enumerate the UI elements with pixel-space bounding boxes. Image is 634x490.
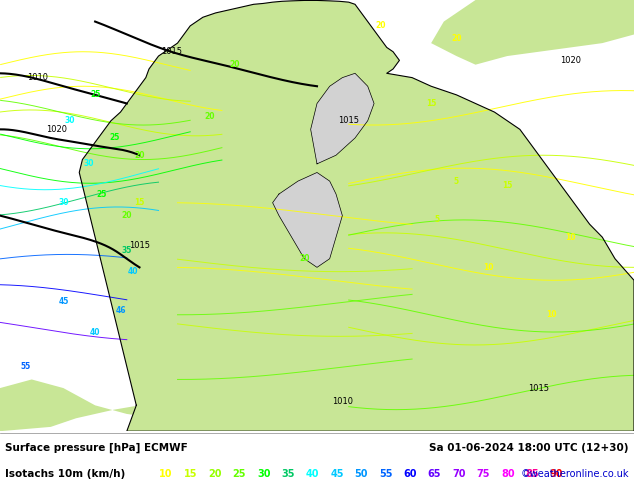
Text: 50: 50: [354, 469, 368, 479]
Text: 20: 20: [204, 112, 214, 121]
Polygon shape: [431, 0, 634, 65]
Text: 20: 20: [375, 22, 385, 30]
Text: 15: 15: [502, 181, 512, 190]
Text: 1015: 1015: [160, 47, 182, 56]
Text: Isotachs 10m (km/h): Isotachs 10m (km/h): [5, 469, 126, 479]
Text: 25: 25: [109, 133, 119, 143]
Text: 5: 5: [435, 216, 440, 224]
Text: Surface pressure [hPa] ECMWF: Surface pressure [hPa] ECMWF: [5, 442, 188, 453]
Text: 1015: 1015: [129, 241, 150, 250]
Text: 20: 20: [230, 60, 240, 69]
Text: 55: 55: [379, 469, 392, 479]
Text: 46: 46: [115, 306, 126, 315]
Text: 45: 45: [58, 297, 68, 306]
Text: 45: 45: [330, 469, 344, 479]
Text: 5: 5: [454, 176, 459, 186]
Text: 40: 40: [90, 327, 100, 337]
Text: 15: 15: [184, 469, 197, 479]
Polygon shape: [0, 379, 190, 431]
Text: 1010: 1010: [27, 73, 49, 82]
Text: 70: 70: [452, 469, 466, 479]
Text: 1010: 1010: [332, 396, 353, 406]
Text: 85: 85: [526, 469, 539, 479]
Text: 15: 15: [134, 198, 145, 207]
Text: 20: 20: [451, 34, 462, 43]
Text: 1015: 1015: [528, 384, 550, 392]
Text: 20: 20: [134, 151, 145, 160]
Text: 10: 10: [159, 469, 173, 479]
Text: 10: 10: [547, 310, 557, 319]
Text: 80: 80: [501, 469, 515, 479]
Polygon shape: [79, 0, 634, 431]
Text: 75: 75: [477, 469, 490, 479]
Polygon shape: [311, 74, 374, 164]
Text: 30: 30: [257, 469, 271, 479]
Text: 25: 25: [90, 90, 100, 99]
Text: 1020: 1020: [560, 56, 581, 65]
Text: 15: 15: [426, 99, 436, 108]
Text: 90: 90: [550, 469, 564, 479]
Text: Sa 01-06-2024 18:00 UTC (12+30): Sa 01-06-2024 18:00 UTC (12+30): [429, 442, 629, 453]
Text: 55: 55: [20, 362, 30, 371]
Text: 30: 30: [58, 198, 68, 207]
Text: 10: 10: [566, 233, 576, 242]
Text: 65: 65: [428, 469, 441, 479]
Text: ©weatheronline.co.uk: ©weatheronline.co.uk: [521, 469, 629, 479]
Text: 30: 30: [84, 159, 94, 169]
Text: 1015: 1015: [338, 116, 359, 125]
Text: 30: 30: [65, 116, 75, 125]
Text: 60: 60: [403, 469, 417, 479]
Polygon shape: [456, 323, 634, 431]
Text: 10: 10: [483, 263, 493, 272]
Text: 35: 35: [281, 469, 295, 479]
Text: 20: 20: [299, 254, 309, 263]
Text: 40: 40: [306, 469, 320, 479]
Polygon shape: [273, 172, 342, 268]
Text: 25: 25: [96, 190, 107, 198]
Text: 1020: 1020: [46, 125, 68, 134]
Text: 20: 20: [122, 211, 132, 220]
Text: 40: 40: [128, 267, 138, 276]
Text: 35: 35: [122, 245, 132, 255]
Text: 25: 25: [233, 469, 246, 479]
Text: 20: 20: [208, 469, 222, 479]
